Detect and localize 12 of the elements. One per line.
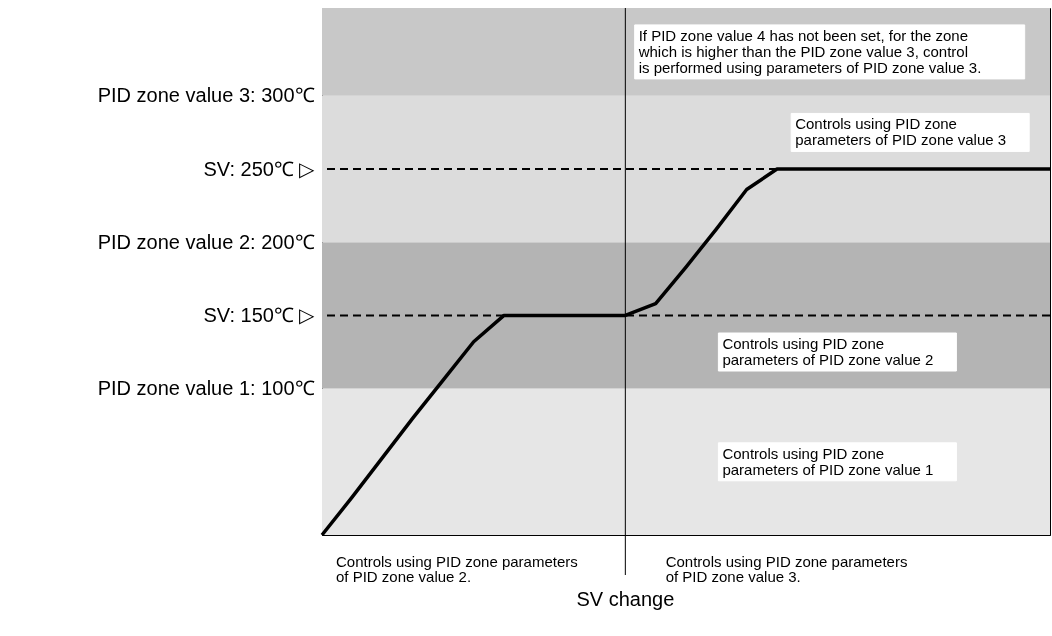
y-tick-label: PID zone value 3: 300℃ bbox=[97, 84, 315, 107]
y-tick-label: SV: 250℃ ▷ bbox=[203, 157, 316, 180]
text: Controls using PID zone parameters of PID zone value 3. bbox=[665, 553, 908, 585]
band-label: Controls using PID zone parameters of PID zone value 2 bbox=[722, 335, 934, 369]
text: Controls using PID zone parameters of PID zone value 2. bbox=[336, 553, 578, 585]
y-tick-label: PID zone value 2: 200℃ bbox=[97, 230, 315, 253]
band-label: If PID zone value 4 has not been set, for the zone which is higher than the PID zone value 3, control is performed using parameters of PID zone value 3. bbox=[637, 26, 982, 76]
y-tick-label: SV: 150℃ ▷ bbox=[203, 303, 316, 326]
band-label: Controls using PID zone parameters of PID zone value 1 bbox=[722, 444, 934, 478]
y-tick-label: PID zone value 1: 100℃ bbox=[97, 377, 315, 400]
text: SV change bbox=[576, 588, 675, 610]
band-label: Controls using PID zone parameters of PID zone value 3 bbox=[795, 115, 1007, 149]
